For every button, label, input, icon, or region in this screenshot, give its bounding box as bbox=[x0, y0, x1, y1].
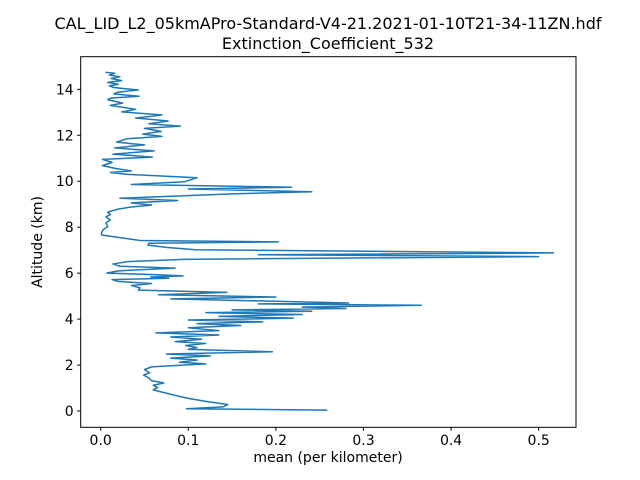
y-tick-label: 4 bbox=[65, 312, 74, 328]
y-tick-label: 8 bbox=[65, 220, 74, 236]
x-tick-label: 0.5 bbox=[528, 433, 550, 449]
x-tick-label: 0.0 bbox=[90, 433, 112, 449]
y-axis: 0 2 4 6 8 10 12 14 bbox=[56, 82, 81, 420]
y-tick-label: 10 bbox=[56, 174, 74, 190]
plot-frame bbox=[80, 56, 577, 428]
x-axis-label: mean (per kilometer) bbox=[253, 450, 402, 466]
extinction-profile-line bbox=[100, 71, 555, 411]
x-axis: 0.0 0.1 0.2 0.3 0.4 0.5 bbox=[90, 427, 550, 449]
x-tick-label: 0.3 bbox=[352, 433, 374, 449]
y-tick-label: 6 bbox=[65, 266, 74, 282]
x-tick-label: 0.1 bbox=[177, 433, 199, 449]
y-tick-label: 12 bbox=[56, 128, 74, 144]
x-tick-label: 0.2 bbox=[265, 433, 287, 449]
chart-title: CAL_LID_L2_05kmAPro-Standard-V4-21.2021-… bbox=[55, 14, 602, 34]
chart-subtitle: Extinction_Coefficient_532 bbox=[222, 34, 434, 54]
y-tick-label: 14 bbox=[56, 82, 74, 98]
y-tick-label: 2 bbox=[65, 358, 74, 374]
x-tick-label: 0.4 bbox=[440, 433, 462, 449]
y-axis-label: Altitude (km) bbox=[30, 196, 46, 288]
y-tick-label: 0 bbox=[65, 404, 74, 420]
